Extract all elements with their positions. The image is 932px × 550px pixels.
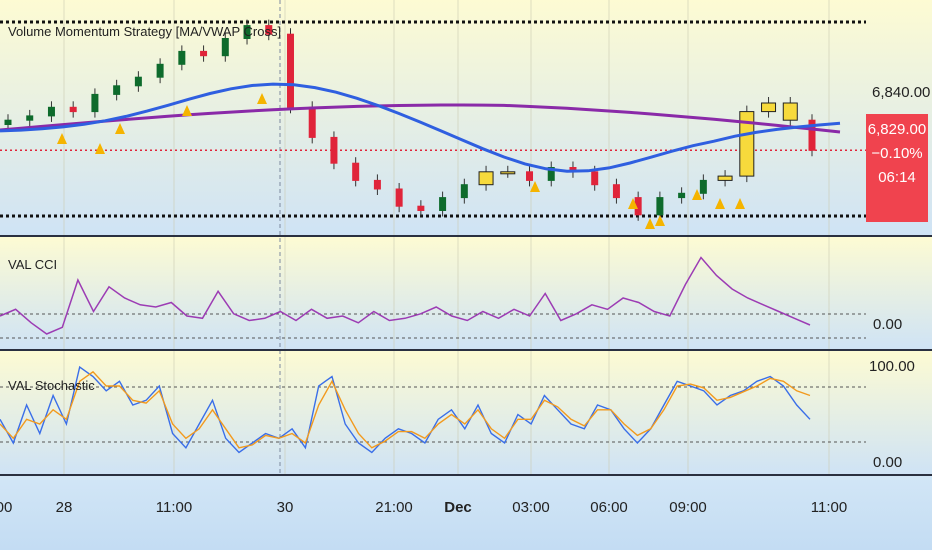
candle-body [265,25,273,35]
candle-body [717,175,733,181]
time-axis-label: 09:00 [669,499,707,516]
candle-body [113,85,121,95]
vwap-line [0,103,841,134]
candle-body [547,167,555,181]
signal-arrow [628,198,638,209]
candle-body [26,115,34,121]
signal-arrow [257,93,267,104]
time-axis-label: 00 [0,499,13,516]
candle-body [91,93,99,113]
bar-countdown: 06:14 [878,169,916,186]
candle-body [526,171,534,181]
price-change-percent: −0.10% [871,145,923,162]
candle-body [243,25,251,39]
candle-body [739,111,755,177]
candle-body [395,188,403,207]
candle-body [417,205,425,211]
candle-body [591,171,599,186]
candle-body [460,184,468,199]
candle-body [699,179,707,194]
candle-body [134,76,142,87]
signal-arrow [655,215,665,226]
stoch-bottom-label: 0.00 [873,454,903,471]
candle-body [156,63,164,78]
signal-arrow [692,189,702,200]
time-axis-label: 21:00 [375,499,413,516]
ma-line [0,82,841,173]
candle-body [439,197,447,212]
signal-arrow [95,143,105,154]
candle-body [221,38,229,57]
candle-body [330,136,338,164]
candle-body [69,106,77,113]
cci-line [0,256,811,335]
price-axis-label: 6,840.00 [872,84,931,101]
candle-body [761,102,777,113]
candle-body [4,119,12,125]
candle-body [808,119,816,151]
candle-body [612,184,620,199]
signal-arrow [182,105,192,116]
stoch-pane-title: VAL Stochastic [8,378,95,393]
signal-arrow [645,218,655,229]
scale-background [866,351,932,474]
signal-arrow [530,181,540,192]
stoch-d-line [0,370,811,449]
signal-arrow [715,198,725,209]
time-axis-label: 11:00 [810,499,848,516]
time-axis-label: 28 [55,499,73,516]
last-price-value: 6,829.00 [867,121,927,138]
candle-body [782,102,798,121]
time-axis-label-dec: Dec [444,499,472,516]
signal-arrow [115,123,125,134]
pane-separator [0,474,932,476]
candle-body [286,33,294,108]
pane-separator [0,349,932,351]
candle-body [47,106,55,117]
scale-background [866,237,932,349]
time-axis-label: 03:00 [512,499,550,516]
candle-body [352,162,360,181]
stoch-top-label: 100.00 [869,358,915,375]
candle-body [500,171,516,175]
time-axis-label: 30 [276,499,294,516]
signal-arrow [735,198,745,209]
candle-body [478,171,494,186]
time-axis-label: 11:00 [155,499,193,516]
candle-body [200,50,208,57]
price-pane-title: Volume Momentum Strategy [MA/VWAP Cross] [8,24,282,39]
pane-separator [0,235,932,237]
candle-body [308,106,316,138]
time-axis-label: 06:00 [590,499,628,516]
cci-pane-title: VAL CCI [8,257,58,272]
candle-body [373,179,381,190]
cci-zero-label: 0.00 [873,316,903,333]
last-price-badge: 6,829.00 −0.10% 06:14 [866,114,928,222]
pane-background [0,237,866,349]
candle-body [178,50,186,65]
time-axis-background [0,476,932,550]
candle-body [656,197,664,216]
candle-body [678,192,686,199]
pane-background [0,351,866,474]
signal-arrow [57,133,67,144]
